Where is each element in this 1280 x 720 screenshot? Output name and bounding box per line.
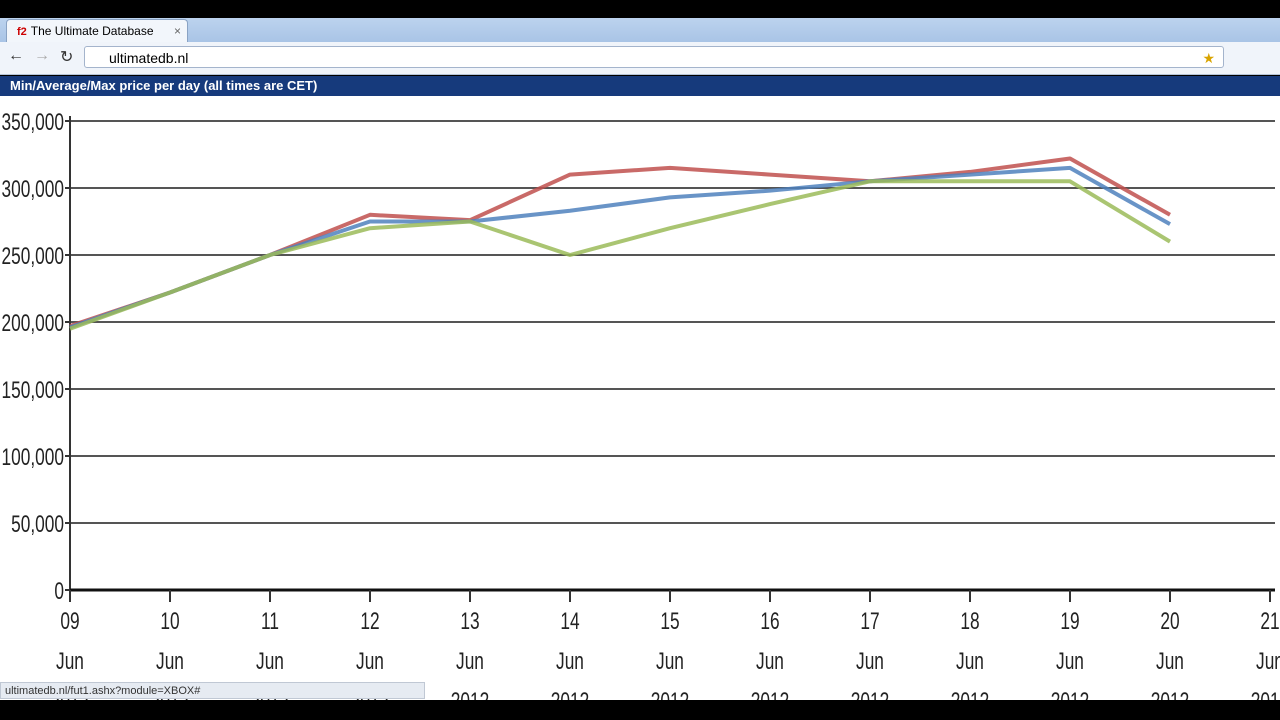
y-tick-label: 50,000 (11, 511, 64, 537)
status-bar: ultimatedb.nl/fut1.ashx?module=XBOX# (0, 682, 425, 699)
y-tick-label: 350,000 (2, 109, 64, 135)
status-url: ultimatedb.nl/fut1.ashx?module=XBOX# (5, 685, 201, 697)
x-tick-label: 18 Jun 2012 (951, 608, 989, 700)
x-tick-label: 13 Jun 2012 (451, 608, 489, 700)
x-tick-label: 17 Jun 2012 (851, 608, 889, 700)
x-tick-label: 21 Jun 2012 (1251, 608, 1280, 700)
x-tick-label: 16 Jun 2012 (751, 608, 789, 700)
x-tick-label: 20 Jun 2012 (1151, 608, 1189, 700)
x-tick-label: 14 Jun 2012 (551, 608, 589, 700)
y-tick-label: 100,000 (2, 444, 64, 470)
address-bar[interactable]: ultimatedb.nl ★ (84, 46, 1224, 68)
y-tick-label: 150,000 (2, 377, 64, 403)
page: 0 50,000 100,000 150,000 200,000 250,000 300,0… (0, 96, 1280, 700)
y-tick-label: 200,000 (2, 310, 64, 336)
x-tick-label: 15 Jun 2012 (651, 608, 689, 700)
y-tick-label: 300,000 (2, 176, 64, 202)
tab[interactable]: f2 The Ultimate Database × (6, 19, 188, 43)
toolbar: ← → ↻ ultimatedb.nl ★ (0, 42, 1280, 75)
line-series (69, 165, 1171, 330)
url: ultimatedb.nl (109, 50, 189, 66)
y-tick-label: 250,000 (2, 243, 64, 269)
y-tick-label: 0 (54, 578, 64, 604)
tab-bar: f2 The Ultimate Database × (0, 18, 1280, 43)
chart-header: Min/Average/Max price per day (all times… (0, 76, 1280, 96)
chart: 0 50,000 100,000 150,000 200,000 250,000 300,0… (2, 109, 1275, 605)
chart-title: Min/Average/Max price per day (all times… (10, 78, 318, 93)
x-tick-label: 19 Jun 2012 (1051, 608, 1089, 700)
tab-title: The Ultimate Database (30, 24, 154, 38)
line-series (69, 179, 1172, 331)
